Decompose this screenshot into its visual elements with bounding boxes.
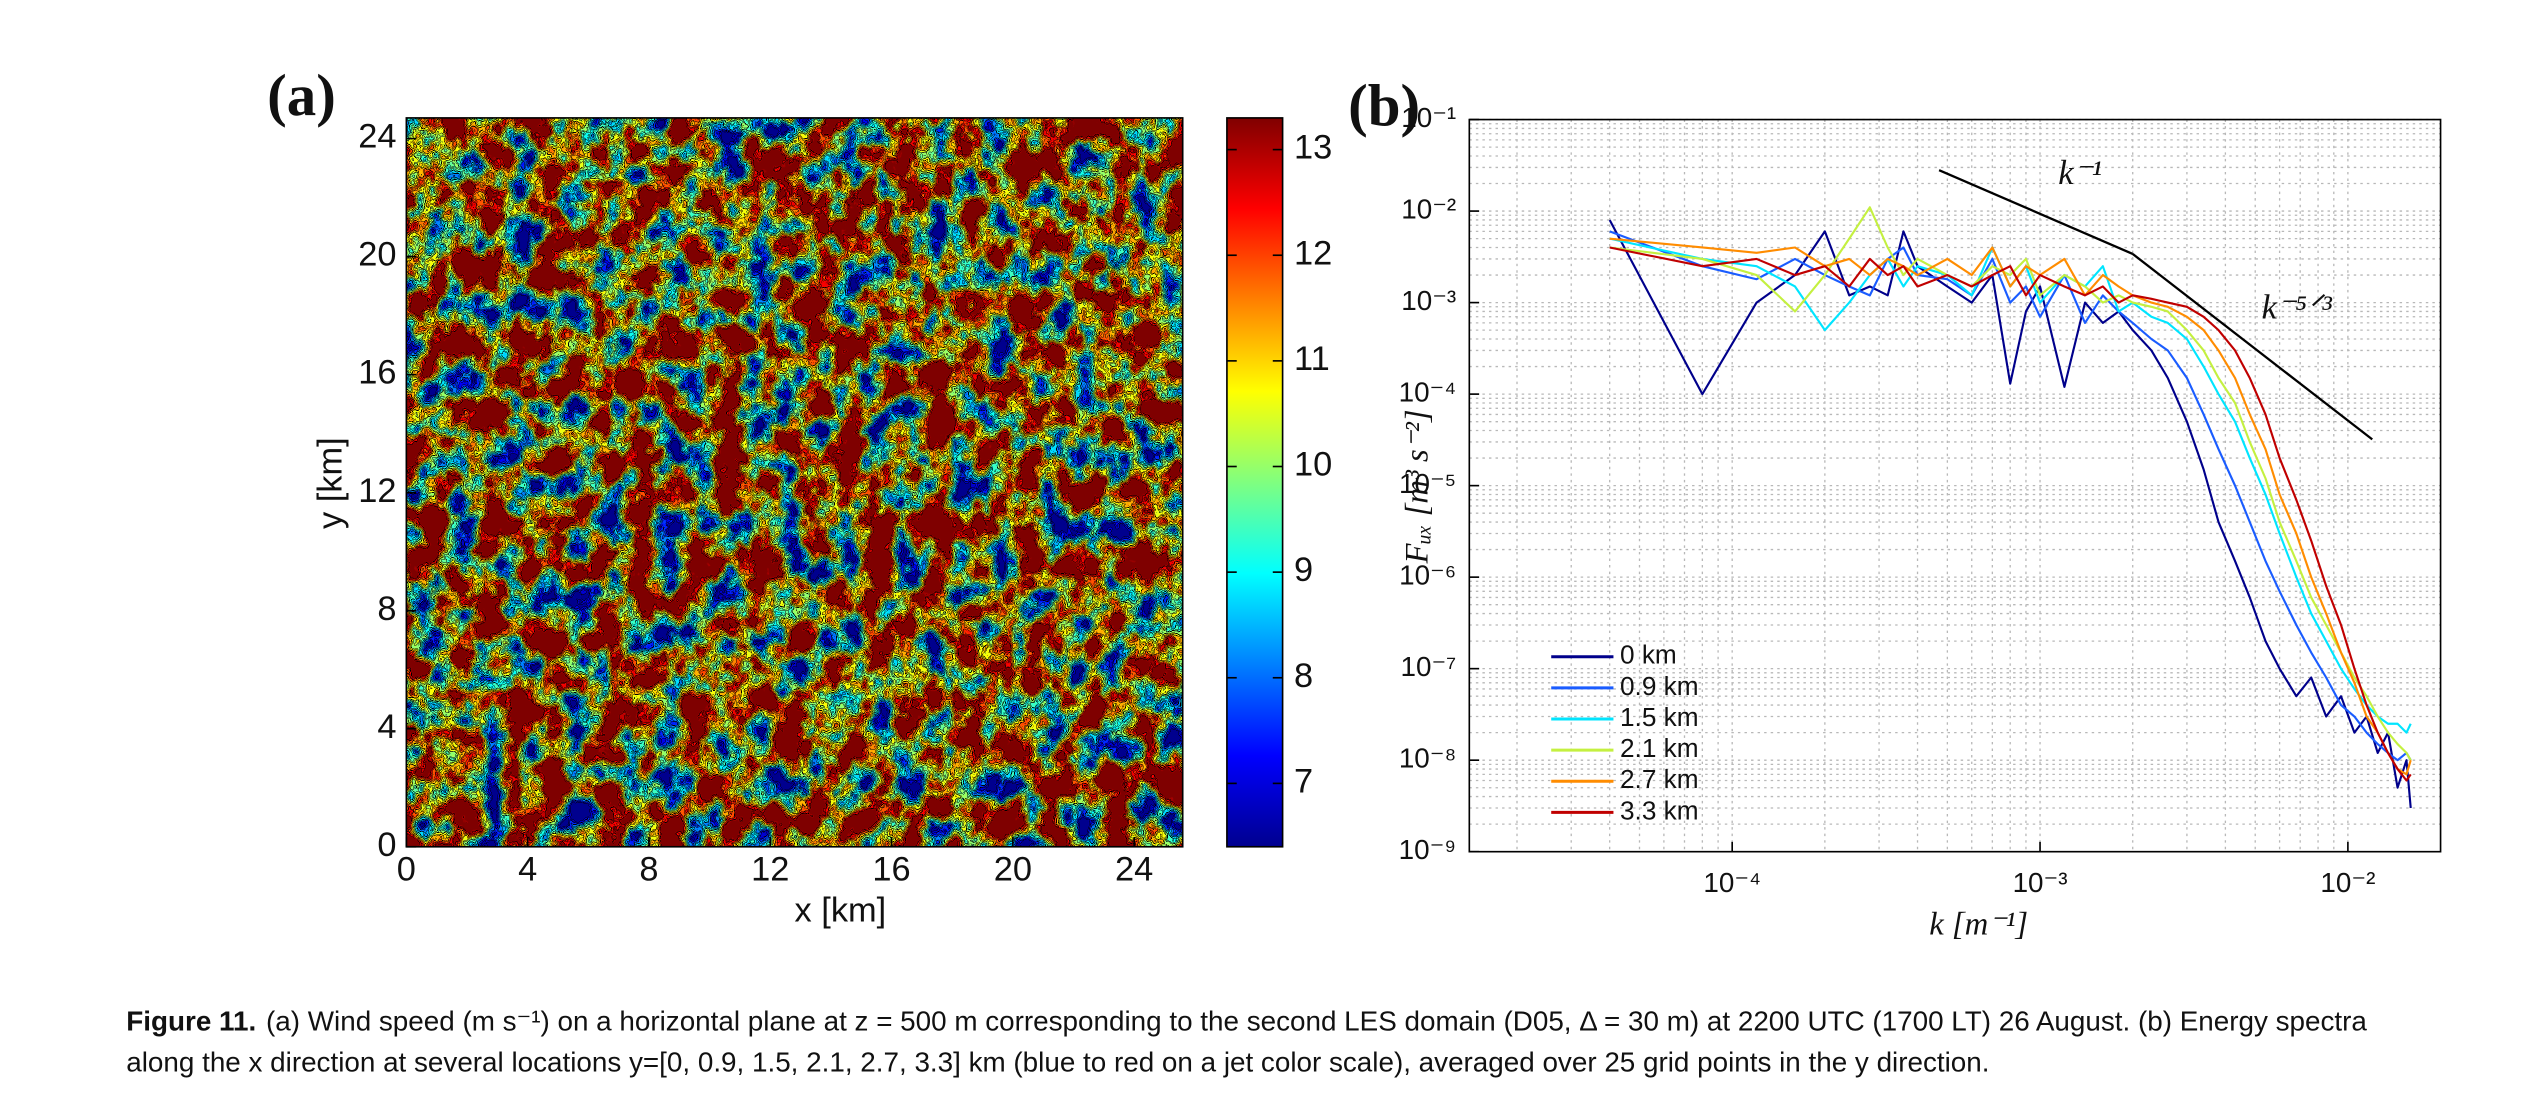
- colorbar-tick-label: 13: [1294, 129, 1332, 167]
- axes-frame: [405, 117, 1184, 848]
- y-axis-label: Fᵤₓ [m³ s⁻²]: [1400, 409, 1436, 564]
- x-tick-label: 24: [1115, 850, 1153, 888]
- legend-label: 3.3 km: [1620, 795, 1699, 825]
- caption-label: Figure 11.: [126, 1006, 256, 1037]
- colorbar-tick-label: 11: [1294, 340, 1330, 378]
- y-tick-label: 10⁻⁷: [1400, 651, 1456, 682]
- y-tick-label: 10⁻²: [1401, 193, 1456, 224]
- caption-text: along the x direction at several locatio…: [126, 1047, 1989, 1078]
- y-tick-label: 8: [377, 590, 396, 628]
- x-tick-label: 0: [397, 850, 416, 888]
- y-tick-label: 10⁻⁹: [1399, 834, 1457, 865]
- annotation: k⁻¹: [2058, 154, 2102, 192]
- y-tick-label: 4: [377, 708, 396, 746]
- legend-label: 2.1 km: [1620, 733, 1699, 763]
- series-line: [1609, 246, 2412, 782]
- colorbar: [1226, 117, 1284, 848]
- y-axis-label: y [km]: [312, 437, 350, 529]
- colorbar-tick-label: 10: [1294, 446, 1332, 484]
- contour-field: [406, 117, 1183, 847]
- x-tick-label: 10⁻²: [2320, 867, 2375, 898]
- caption-text: (a) Wind speed (m s⁻¹) on a horizontal p…: [266, 1006, 2367, 1037]
- caption-line: Figure 11. (a) Wind speed (m s⁻¹) on a ho…: [126, 1006, 2367, 1037]
- y-tick-label: 10⁻⁵: [1399, 468, 1456, 499]
- x-tick-label: 8: [639, 850, 658, 888]
- y-tick-label: 12: [358, 472, 396, 510]
- reference-line: [1938, 169, 2134, 256]
- annotation: k⁻⁵ᐟ³: [2262, 289, 2333, 327]
- x-axis-label: x [km]: [795, 891, 887, 929]
- caption-line: along the x direction at several locatio…: [126, 1047, 1989, 1078]
- x-tick-label: 16: [872, 850, 910, 888]
- y-tick-label: 10⁻¹: [1401, 102, 1456, 133]
- x-tick-label: 12: [751, 850, 789, 888]
- x-tick-label: 10⁻³: [2013, 867, 2068, 898]
- x-axis-label: k [m⁻¹]: [1929, 907, 2028, 943]
- legend-label: 2.7 km: [1620, 764, 1699, 794]
- panel-label: (a): [267, 62, 336, 128]
- plot-lines: [1608, 206, 2412, 809]
- legend-label: 1.5 km: [1620, 702, 1699, 732]
- x-tick-label: 10⁻⁴: [1703, 867, 1761, 898]
- colorbar-tick-label: 8: [1294, 657, 1313, 695]
- y-tick-label: 20: [358, 236, 396, 274]
- y-tick-label: 10⁻⁶: [1399, 559, 1456, 590]
- x-tick-label: 4: [518, 850, 537, 888]
- colorbar-tick-label: 7: [1294, 762, 1313, 800]
- colorbar-tick-label: 12: [1294, 234, 1332, 272]
- colorbar-tick-label: 9: [1294, 551, 1313, 589]
- y-tick-label: 10⁻⁴: [1399, 376, 1457, 407]
- x-tick-label: 20: [994, 850, 1032, 888]
- y-tick-label: 10⁻⁸: [1399, 743, 1456, 774]
- y-tick-label: 24: [358, 118, 396, 156]
- y-tick-label: 16: [358, 354, 396, 392]
- y-tick-label: 10⁻³: [1401, 285, 1456, 316]
- panel-label: (b): [1348, 72, 1420, 138]
- reference-line: [2132, 253, 2373, 441]
- legend-label: 0.9 km: [1620, 671, 1699, 701]
- legend-label: 0 km: [1620, 640, 1677, 670]
- y-tick-label: 0: [377, 826, 396, 864]
